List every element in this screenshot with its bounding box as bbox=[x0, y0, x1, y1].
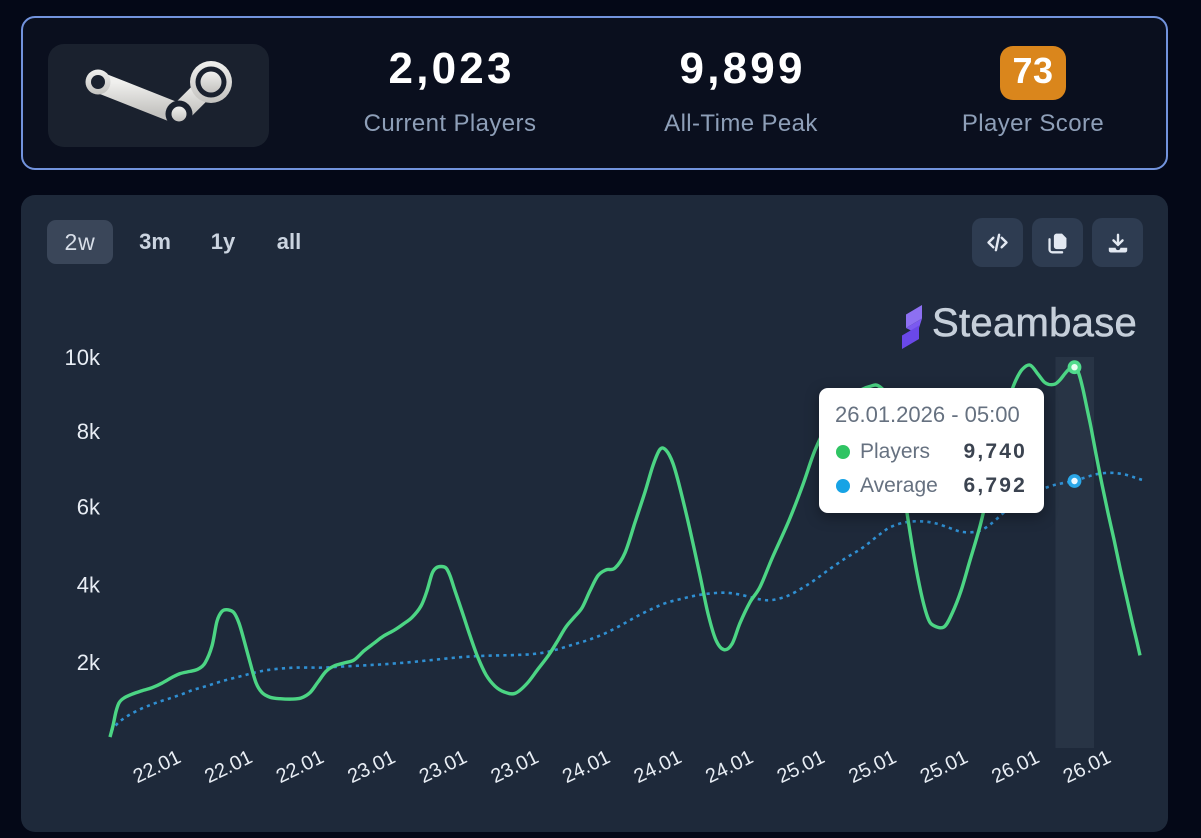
svg-text:23.01: 23.01 bbox=[344, 746, 399, 788]
svg-text:24.01: 24.01 bbox=[702, 746, 757, 788]
svg-text:23.01: 23.01 bbox=[488, 746, 543, 788]
svg-text:25.01: 25.01 bbox=[774, 746, 829, 788]
svg-text:10k: 10k bbox=[65, 345, 101, 370]
svg-text:24.01: 24.01 bbox=[631, 746, 686, 788]
svg-text:26.01: 26.01 bbox=[988, 746, 1043, 788]
svg-text:24.01: 24.01 bbox=[559, 746, 614, 788]
svg-text:8k: 8k bbox=[77, 419, 101, 444]
svg-text:22.01: 22.01 bbox=[130, 746, 185, 788]
svg-text:22.01: 22.01 bbox=[201, 746, 256, 788]
svg-text:25.01: 25.01 bbox=[917, 746, 972, 788]
svg-text:25.01: 25.01 bbox=[845, 746, 900, 788]
svg-text:6k: 6k bbox=[77, 494, 101, 519]
svg-text:26.01: 26.01 bbox=[1060, 746, 1115, 788]
svg-text:4k: 4k bbox=[77, 573, 101, 598]
svg-text:23.01: 23.01 bbox=[416, 746, 471, 788]
svg-text:22.01: 22.01 bbox=[273, 746, 328, 788]
svg-text:2k: 2k bbox=[77, 650, 101, 675]
